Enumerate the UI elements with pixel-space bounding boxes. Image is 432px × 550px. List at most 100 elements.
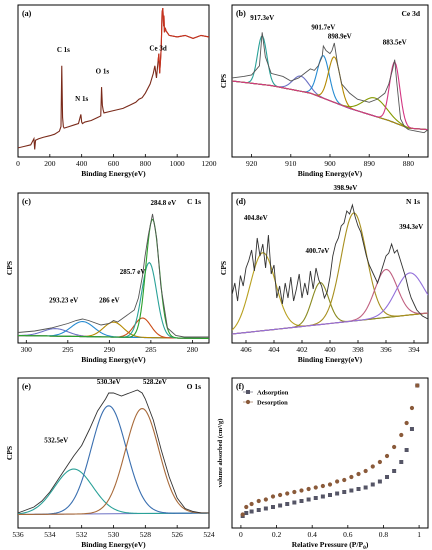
desorption-point — [399, 432, 404, 438]
raw-spectrum-line — [232, 32, 428, 134]
y-axis-label: volume absorbed (cm³/g) — [217, 419, 224, 488]
panel-a: 0 200 400 600 800 1000 1200 Binding Energy(eV) (… — [16, 4, 217, 178]
adsorption-point — [377, 479, 382, 484]
desorption-point — [370, 464, 375, 469]
adsorption-point — [278, 503, 283, 508]
x-tick-label: 295 — [62, 345, 74, 354]
desorption-point — [306, 486, 311, 492]
x-tick-label: 1 — [417, 530, 421, 539]
desorption-point — [327, 482, 333, 487]
panel-e: 536 534 532 530 528 526 524 Binding Energy(eV) C… — [5, 377, 215, 549]
x-label-sub: 0 — [363, 545, 366, 550]
fit-peak-0 — [18, 468, 209, 515]
x-tick-label: 532 — [76, 530, 88, 539]
adsorption-point — [392, 469, 397, 473]
desorption-point — [415, 383, 420, 388]
fit-peak-5 — [18, 218, 209, 340]
panel-b: 920 910 900 890 880 Binding Energy(eV) CPS (b) C… — [219, 4, 429, 178]
adsorption-point — [270, 505, 275, 509]
desorption-point — [335, 479, 340, 484]
x-tick-label: 280 — [187, 345, 199, 354]
adsorption-point — [356, 487, 361, 491]
x-tick-label: 800 — [140, 159, 152, 168]
desorption-point — [299, 488, 304, 493]
series-desorption — [240, 383, 420, 517]
x-tick-label: 300 — [21, 345, 33, 354]
peak-annotation: 293.23 eV — [49, 297, 78, 305]
desorption-point — [349, 474, 354, 480]
x-tick-label: 524 — [203, 530, 215, 539]
adsorption-point — [256, 508, 261, 512]
desorption-point — [278, 492, 283, 498]
raw-spectrum-line — [18, 389, 209, 514]
x-tick-label: 406 — [240, 345, 252, 354]
plot-area — [18, 213, 209, 340]
adsorption-point — [244, 511, 249, 515]
peak-annotation: 394.3eV — [399, 223, 423, 231]
raw-spectrum-line — [232, 203, 428, 320]
x-tick-label: 530 — [108, 530, 120, 539]
fit-peak-3 — [232, 56, 428, 131]
adsorption-point — [363, 485, 368, 490]
plot-area — [18, 389, 209, 516]
y-axis-label: CPS — [5, 261, 14, 275]
panel-label: (f) — [236, 382, 244, 391]
desorption-point — [292, 489, 297, 495]
adsorption-point — [399, 460, 404, 464]
desorption-point — [256, 498, 261, 504]
panel-label: (d) — [236, 197, 246, 206]
legend-label: Adsorption — [257, 390, 289, 397]
plot-area — [18, 7, 209, 150]
panel-label: (c) — [22, 197, 31, 206]
x-tick-label: 534 — [44, 530, 56, 539]
x-tick-label: 0 — [239, 530, 243, 539]
peak-annotation: C 1s — [57, 46, 70, 54]
adsorption-point — [292, 500, 297, 505]
desorption-point — [244, 504, 249, 510]
adsorption-point — [249, 509, 254, 514]
x-tick-label: 600 — [108, 159, 120, 168]
peak-annotation: 398.9eV — [333, 184, 357, 192]
x-tick-label: 0 — [16, 159, 20, 168]
y-axis-label: CPS — [219, 261, 228, 275]
panel-label: (a) — [22, 9, 32, 18]
peak-annotation: N 1s — [75, 95, 88, 103]
peak-annotation: 528.2eV — [143, 378, 167, 386]
fit-peak-2 — [18, 407, 209, 516]
desorption-point — [392, 444, 397, 450]
adsorption-point — [335, 491, 340, 496]
adsorption-point — [285, 502, 290, 506]
adsorption-point — [349, 488, 354, 493]
panel-c: 300 295 290 285 280 Binding Energy(eV) CPS (c) C… — [5, 192, 210, 364]
raw-spectrum-line — [18, 213, 209, 338]
adsorption-point — [263, 506, 268, 511]
legend-label: Desorption — [257, 400, 288, 407]
desorption-point — [249, 501, 254, 507]
x-axis-label: Binding Energy(eV) — [81, 169, 146, 178]
desorption-point — [285, 491, 290, 496]
adsorption-point — [370, 482, 375, 487]
y-axis-label: CPS — [5, 446, 14, 460]
x-axis-label: Binding Energy(eV) — [81, 355, 146, 364]
adsorption-point — [299, 499, 304, 503]
peak-annotation: 898.9eV — [328, 32, 352, 40]
desorption-point — [384, 453, 390, 459]
panel-d: 406 404 402 400 398 396 394 Binding Energy(eV) C… — [219, 184, 429, 364]
peak-annotation: 917.3eV — [250, 14, 274, 22]
x-tick-label: 1200 — [202, 159, 217, 168]
desorption-point — [320, 483, 325, 489]
desorption-point — [313, 485, 318, 490]
x-tick-label: 890 — [364, 159, 376, 168]
panel-title: N 1s — [406, 197, 420, 206]
series-adsorption — [240, 383, 420, 518]
x-tick-label: 0.4 — [307, 530, 317, 539]
adsorption-point — [385, 475, 390, 479]
peak-annotation: 883.5eV — [383, 39, 407, 47]
x-tick-label: 396 — [380, 345, 392, 354]
plot-frame — [231, 377, 429, 529]
desorption-point — [363, 468, 368, 474]
desorption-point — [270, 494, 276, 499]
desorption-point — [263, 497, 268, 502]
x-tick-label: 285 — [145, 345, 157, 354]
